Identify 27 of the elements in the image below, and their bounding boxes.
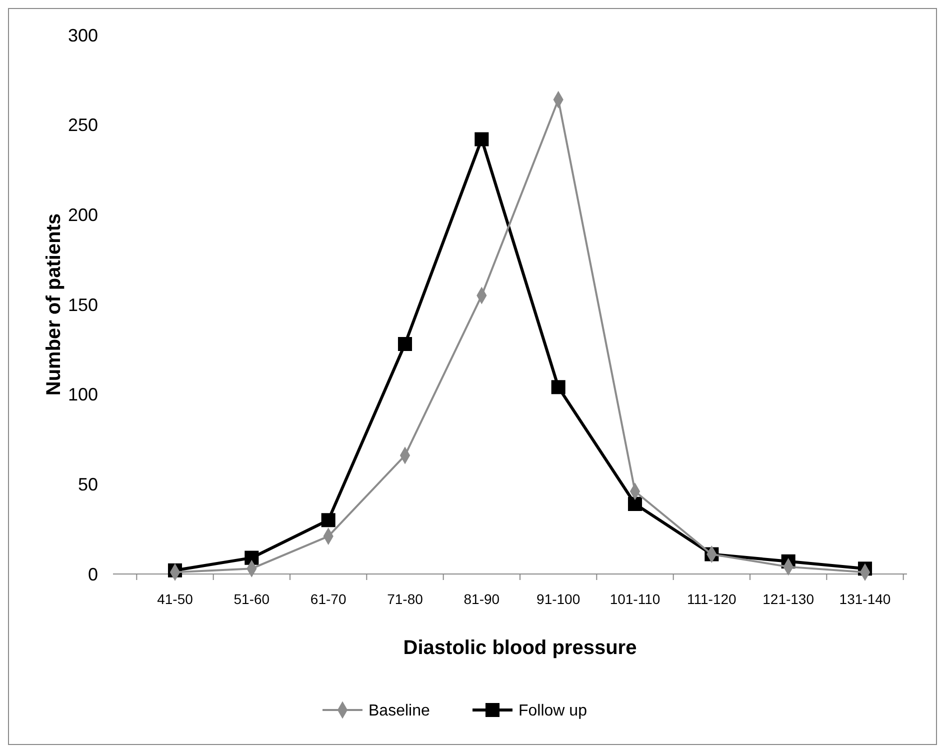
y-tick-label: 150	[68, 294, 98, 315]
y-tick-label: 0	[88, 564, 98, 584]
y-tick-label: 200	[68, 204, 98, 225]
x-tick-label: 81-90	[464, 591, 500, 607]
y-tick-label: 100	[68, 384, 98, 405]
x-tick-label: 41-50	[157, 591, 194, 607]
legend-label: Baseline	[368, 702, 430, 720]
point	[551, 380, 566, 394]
point	[628, 496, 642, 511]
x-tick-label: 131-140	[839, 591, 891, 607]
x-tick-label: 61-70	[310, 591, 346, 607]
y-tick-label: 50	[78, 474, 98, 494]
point	[321, 513, 336, 528]
x-tick-label: 101-110	[610, 591, 660, 607]
point	[474, 132, 489, 146]
x-tick-label: 71-80	[387, 591, 424, 607]
x-tick-label: 111-120	[687, 591, 737, 607]
x-tick-label: 91-100	[536, 591, 580, 607]
legend-label: Follow up	[518, 702, 588, 720]
x-tick-label: 51-60	[234, 591, 270, 607]
y-tick-label: 300	[68, 25, 98, 46]
x-tick-label: 121-130	[762, 591, 814, 607]
y-tick-label: 250	[68, 115, 98, 136]
point	[398, 337, 412, 352]
x-axis-title: Diastolic blood pressure	[403, 637, 637, 659]
y-axis-title: Number of patients	[43, 213, 65, 396]
point	[244, 550, 259, 565]
